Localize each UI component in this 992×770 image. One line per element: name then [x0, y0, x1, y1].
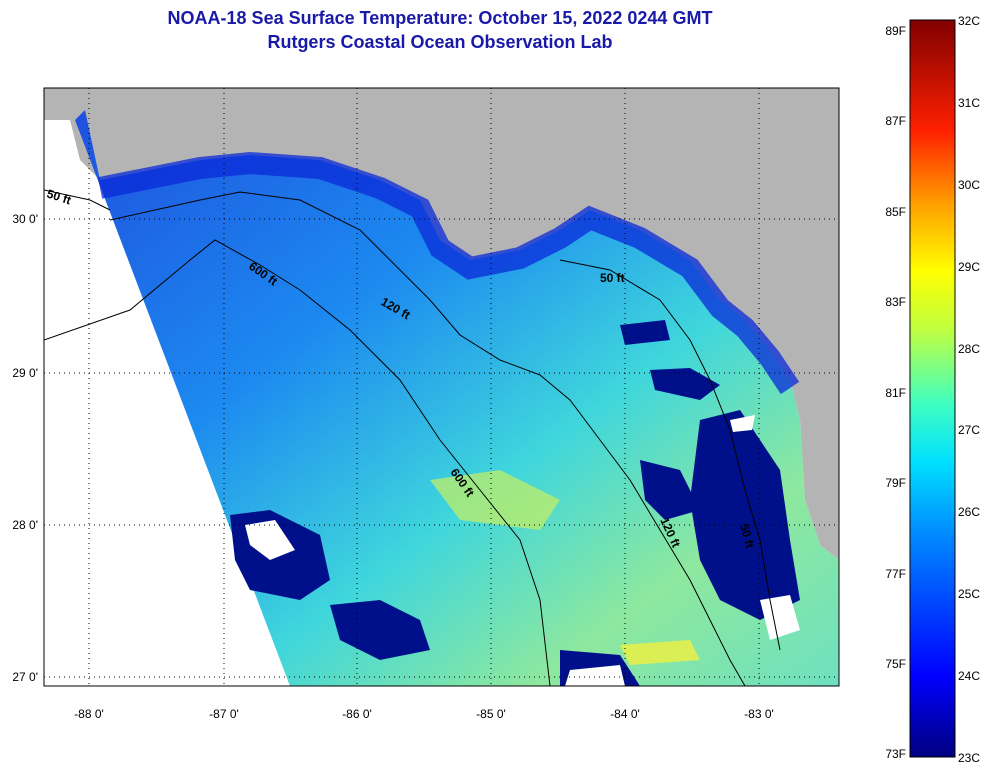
colorbar-c-label: 27C	[958, 423, 980, 437]
colorbar-f-label: 81F	[885, 386, 906, 400]
cold-patch	[330, 600, 430, 660]
colorbar-f-labels: 89F 87F 85F 83F 81F 79F 77F 75F 73F	[885, 24, 906, 761]
lat-tick-label: 30 0'	[12, 212, 38, 226]
colorbar-c-label: 29C	[958, 260, 980, 274]
warm-patch	[430, 470, 560, 530]
lon-tick-label: -86 0'	[342, 707, 372, 721]
lon-tick-label: -88 0'	[74, 707, 104, 721]
cold-patch	[650, 368, 720, 400]
cloud-mask	[245, 520, 295, 560]
contour-50ft-east	[559, 259, 781, 651]
colorbar-c-label: 25C	[958, 587, 980, 601]
map-title: NOAA-18 Sea Surface Temperature: October…	[167, 8, 713, 28]
contour-label: 50 ft	[737, 522, 757, 549]
cloud-mask	[760, 595, 800, 640]
colorbar-c-label: 31C	[958, 96, 980, 110]
contour-label: 50 ft	[600, 271, 625, 285]
lat-tick-label: 27 0'	[12, 670, 38, 684]
colorbar-c-label: 32C	[958, 14, 980, 28]
cold-patch	[640, 460, 700, 520]
lat-tick-label: 29 0'	[12, 366, 38, 380]
map-border	[43, 87, 840, 687]
colorbar	[909, 19, 956, 758]
lon-tick-label: -87 0'	[209, 707, 239, 721]
colorbar-f-label: 75F	[885, 657, 906, 671]
colorbar-f-label: 87F	[885, 114, 906, 128]
colorbar-f-label: 85F	[885, 205, 906, 219]
cold-patch	[620, 320, 670, 345]
contour-50ft-west	[44, 189, 111, 211]
colorbar-c-label: 24C	[958, 669, 980, 683]
colorbar-f-label: 73F	[885, 747, 906, 761]
colorbar-f-label: 83F	[885, 295, 906, 309]
colorbar-c-label: 26C	[958, 505, 980, 519]
colorbar-f-label: 77F	[885, 567, 906, 581]
cloud-mask	[730, 415, 755, 432]
lat-tick-label: 28 0'	[12, 518, 38, 532]
cold-patch	[690, 410, 800, 620]
warm-patch	[620, 640, 700, 665]
colorbar-c-label: 23C	[958, 751, 980, 765]
colorbar-c-label: 28C	[958, 342, 980, 356]
coastal-band	[97, 151, 800, 395]
colorbar-f-label: 79F	[885, 476, 906, 490]
lon-tick-label: -83 0'	[744, 707, 774, 721]
map-subtitle: Rutgers Coastal Ocean Observation Lab	[267, 32, 613, 52]
colorbar-c-labels: 32C 31C 30C 29C 28C 27C 26C 25C 24C 23C	[958, 14, 980, 765]
colorbar-f-label: 89F	[885, 24, 906, 38]
lon-axis: -88 0' -87 0' -86 0' -85 0' -84 0' -83 0…	[74, 707, 774, 721]
land	[44, 88, 839, 560]
contour-600ft	[44, 239, 551, 686]
lat-axis: 30 0' 29 0' 28 0' 27 0'	[12, 212, 38, 684]
lon-tick-label: -84 0'	[610, 707, 640, 721]
lon-tick-label: -85 0'	[476, 707, 506, 721]
contour-120ft	[109, 191, 746, 686]
cloud-mask	[565, 665, 625, 686]
colorbar-c-label: 30C	[958, 178, 980, 192]
